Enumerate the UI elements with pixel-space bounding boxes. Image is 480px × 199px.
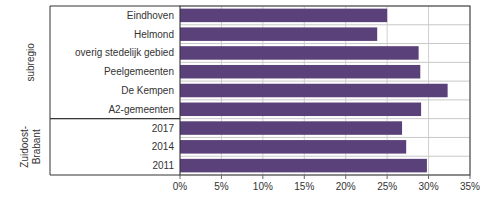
category-label: Peelgemeenten <box>104 66 174 77</box>
tick-label: 20% <box>336 181 356 192</box>
group-label: subregio <box>25 43 36 82</box>
row-separator <box>180 24 470 25</box>
category-label: 2017 <box>152 123 175 134</box>
group-bracket <box>50 6 51 119</box>
category-label: 2014 <box>152 141 175 152</box>
tick-label: 25% <box>377 181 397 192</box>
bar <box>180 65 420 79</box>
group-bracket <box>50 118 180 119</box>
tick-label: 0% <box>173 181 188 192</box>
group-bracket <box>50 175 180 176</box>
bar <box>180 27 377 41</box>
tick-label: 5% <box>214 181 229 192</box>
group-bracket <box>50 6 180 7</box>
tick-label: 35% <box>460 181 480 192</box>
bar <box>180 140 406 154</box>
category-label: overig stedelijk gebied <box>75 47 174 58</box>
category-label: Helmond <box>134 29 174 40</box>
y-axis: Eindhoven Helmond overig stedelijk gebied P… <box>75 10 174 171</box>
tick-label: 10% <box>253 181 273 192</box>
bar <box>180 46 419 60</box>
bar <box>180 103 421 117</box>
tick-mark <box>345 175 346 179</box>
tick-mark <box>470 175 471 179</box>
row-separator <box>180 118 470 119</box>
group-label-line: subregio <box>25 43 36 82</box>
row-separator <box>180 62 470 63</box>
group-label-line: Brabant <box>31 129 42 164</box>
groups: subregio Zuidoost-Brabant <box>19 6 181 175</box>
tick-label: 30% <box>419 181 439 192</box>
plot-frame <box>180 6 470 175</box>
tick-mark <box>387 175 388 179</box>
bar <box>180 84 448 98</box>
row-separator <box>180 137 470 138</box>
category-label: 2011 <box>152 160 174 171</box>
group-bracket <box>50 118 180 119</box>
group-label-line: Zuidoost- <box>19 126 30 168</box>
tick-mark <box>221 175 222 179</box>
group-bracket <box>50 119 51 175</box>
row-separators <box>180 6 470 175</box>
category-label: Eindhoven <box>127 10 174 21</box>
category-label: De Kempen <box>121 85 174 96</box>
bar <box>180 121 402 135</box>
tick-mark <box>304 175 305 179</box>
category-label: A2-gemeenten <box>108 104 174 115</box>
row-separator <box>180 156 470 157</box>
bars <box>180 9 448 173</box>
grid <box>180 6 470 175</box>
group-label: Zuidoost-Brabant <box>19 126 42 168</box>
bar <box>180 159 427 173</box>
row-separator <box>180 43 470 44</box>
tick-mark <box>180 175 181 179</box>
tick-mark <box>428 175 429 179</box>
x-axis: 0% 5% 10% 15% 20% 25% 30% 35% <box>173 175 480 192</box>
row-separator <box>180 81 470 82</box>
bar <box>180 9 387 23</box>
tick-label: 15% <box>294 181 314 192</box>
tick-mark <box>262 175 263 179</box>
chart: 0% 5% 10% 15% 20% 25% 30% 35% Eindhoven Helmond ov… <box>0 0 480 199</box>
row-separator <box>180 99 470 100</box>
